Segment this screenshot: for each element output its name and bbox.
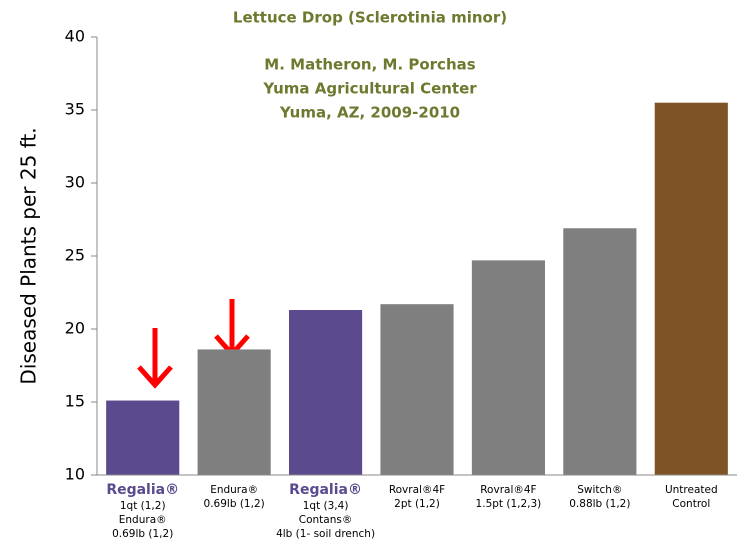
x-tick-label: Control bbox=[672, 498, 710, 510]
y-tick-label: 40 bbox=[65, 27, 85, 46]
x-tick-label: 1qt (3,4) bbox=[303, 500, 349, 512]
bar bbox=[289, 310, 363, 475]
y-tick-label: 35 bbox=[65, 100, 85, 119]
x-tick-label: Rovral®4F bbox=[480, 484, 536, 496]
x-tick-label: 4lb (1- soil drench) bbox=[276, 528, 375, 540]
y-tick-label: 15 bbox=[65, 392, 85, 411]
x-tick-label: Regalia® bbox=[106, 482, 179, 498]
arrow bbox=[137, 328, 173, 389]
y-axis-label: Diseased Plants per 25 ft. bbox=[17, 127, 41, 384]
x-tick-label: 2pt (1,2) bbox=[394, 498, 440, 510]
annotation: Yuma Agricultural Center bbox=[262, 80, 477, 98]
x-tick-label: 0.69lb (1,2) bbox=[204, 498, 265, 510]
x-tick-label: 1.5pt (1,2,3) bbox=[476, 498, 542, 510]
x-tick-label: Endura® bbox=[119, 514, 167, 526]
bar bbox=[563, 228, 637, 475]
y-tick-label: 25 bbox=[65, 246, 85, 265]
x-tick-label: Untreated bbox=[665, 484, 718, 496]
bar bbox=[471, 260, 545, 475]
y-tick-label: 30 bbox=[65, 173, 85, 192]
annotation: Yuma, AZ, 2009-2010 bbox=[279, 104, 460, 122]
y-tick-label: 20 bbox=[65, 319, 85, 338]
x-tick-label: Rovral®4F bbox=[389, 484, 445, 496]
x-tick-label: Endura® bbox=[210, 484, 258, 496]
annotation: M. Matheron, M. Porchas bbox=[264, 56, 475, 74]
bar bbox=[654, 102, 728, 475]
bar bbox=[380, 304, 454, 475]
x-tick-label: 1qt (1,2) bbox=[120, 500, 166, 512]
x-tick-label: 0.88lb (1,2) bbox=[569, 498, 630, 510]
bar bbox=[197, 349, 271, 475]
x-tick-label: Regalia® bbox=[289, 482, 362, 498]
y-tick-label: 10 bbox=[65, 465, 85, 484]
arrow bbox=[214, 299, 250, 358]
x-tick-label: Switch® bbox=[577, 484, 622, 496]
chart-title: Lettuce Drop (Sclerotinia minor) bbox=[233, 9, 507, 27]
bar bbox=[106, 400, 180, 475]
x-tick-label: 0.69lb (1,2) bbox=[112, 528, 173, 540]
x-tick-label: Contans® bbox=[299, 514, 353, 526]
